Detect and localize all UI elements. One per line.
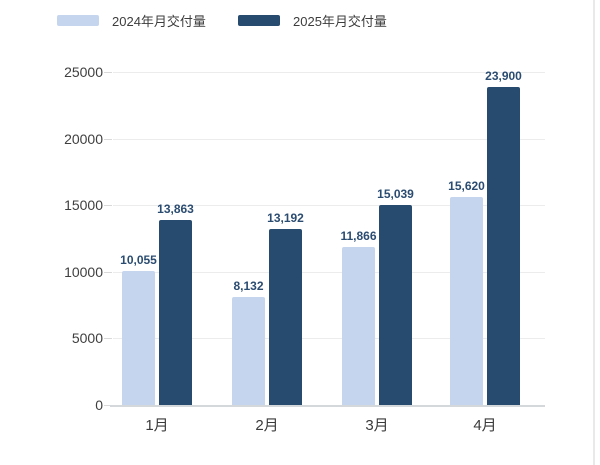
grid-line-10000 [113,272,545,273]
bar-value-label: 15,620 [448,179,485,193]
bar-value-label: 23,900 [485,69,522,83]
grid-line-25000 [113,72,545,73]
scrollbar-track[interactable] [593,0,595,465]
bar-value-label: 15,039 [377,187,414,201]
bar-2025-3月 [379,205,412,405]
y-tick-5000 [104,338,112,339]
bar-value-label: 11,866 [340,229,377,243]
bar-value-label: 10,055 [120,253,157,267]
y-tick-10000 [104,272,112,273]
x-axis-label-4月: 4月 [473,417,497,434]
legend-item-2024: 2024年月交付量 [57,9,206,31]
bar-value-label: 8,132 [233,279,264,293]
bar-value-label: 13,192 [267,211,304,225]
x-axis-line [110,405,545,407]
y-tick-20000 [104,139,112,140]
y-axis-label-10000: 10000 [64,264,103,280]
grid-line-5000 [113,338,545,339]
bar-2025-4月 [487,87,520,405]
x-axis-label-2月: 2月 [255,417,279,434]
y-tick-15000 [104,205,112,206]
bar-2024-1月 [122,271,155,405]
y-axis-label-0: 0 [95,397,103,413]
y-axis-label-25000: 25000 [64,64,103,80]
bar-2025-1月 [159,220,192,405]
x-axis-label-1月: 1月 [145,417,169,434]
y-tick-0 [104,405,112,406]
bar-2024-2月 [232,297,265,405]
y-axis-label-5000: 5000 [71,330,103,346]
y-axis-label-20000: 20000 [64,131,103,147]
bar-value-label: 13,863 [157,202,194,216]
grid-line-15000 [113,205,545,206]
bar-2024-3月 [342,247,375,405]
legend-label-2025: 2025年月交付量 [293,13,387,29]
x-axis-label-3月: 3月 [365,417,389,434]
legend-label-2024: 2024年月交付量 [112,13,206,29]
legend-swatch-2024-icon [57,14,99,26]
y-axis-label-15000: 15000 [64,197,103,213]
legend-item-2025: 2025年月交付量 [238,9,387,31]
bar-2025-2月 [269,229,302,405]
legend-swatch-2025-icon [238,14,280,26]
grid-line-20000 [113,139,545,140]
bar-2024-4月 [450,197,483,405]
y-tick-25000 [104,72,112,73]
